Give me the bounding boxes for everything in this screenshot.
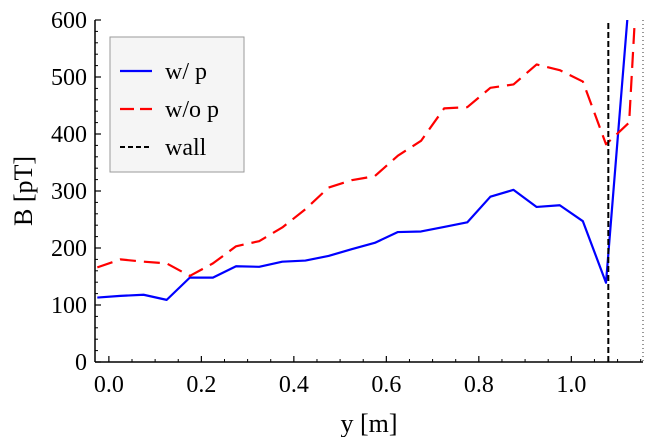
legend-label-w-o-p: w/o p: [165, 97, 219, 123]
data-layer: [96, 20, 636, 362]
x-tick-label: 0.0: [94, 372, 124, 398]
legend-label-wall: wall: [165, 135, 207, 161]
x-tick-label: 1.0: [556, 372, 586, 398]
y-tick-label: 400: [51, 122, 87, 148]
y-tick-label: 100: [51, 293, 87, 319]
legend-box: [109, 36, 245, 173]
y-tick-label: 500: [51, 65, 87, 91]
legend-label-w-p: w/ p: [165, 59, 207, 85]
x-tick-label: 0.6: [371, 372, 401, 398]
axis-ticks: 0.0 0.2 0.4 0.6 0.8 1.0 0 100 200 300 400 500 600: [51, 8, 642, 398]
y-tick-label: 0: [75, 350, 87, 376]
legend: w/ p w/o p wall: [109, 36, 245, 173]
y-tick-label: 600: [51, 8, 87, 34]
x-axis-label: y [m]: [340, 409, 397, 437]
y-tick-label: 300: [51, 179, 87, 205]
y-tick-label: 200: [51, 236, 87, 262]
series-line-w-p: [97, 20, 629, 301]
x-tick-label: 0.4: [279, 372, 309, 398]
y-axis-label: B [pT]: [9, 156, 38, 226]
x-tick-label: 0.2: [186, 372, 216, 398]
series-line-w-o-p: [96, 20, 636, 278]
x-tick-label: 0.8: [464, 372, 494, 398]
